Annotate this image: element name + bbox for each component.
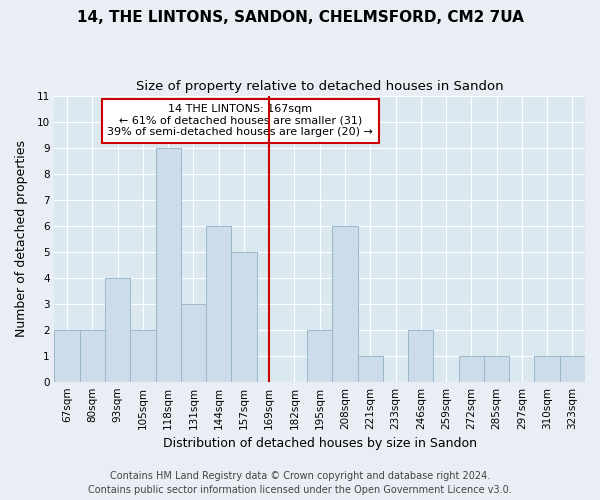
Y-axis label: Number of detached properties: Number of detached properties <box>15 140 28 337</box>
Bar <box>105 278 130 382</box>
Bar <box>560 356 585 382</box>
X-axis label: Distribution of detached houses by size in Sandon: Distribution of detached houses by size … <box>163 437 477 450</box>
Bar <box>231 252 257 382</box>
Bar <box>332 226 358 382</box>
Text: Contains HM Land Registry data © Crown copyright and database right 2024.
Contai: Contains HM Land Registry data © Crown c… <box>88 471 512 495</box>
Text: 14, THE LINTONS, SANDON, CHELMSFORD, CM2 7UA: 14, THE LINTONS, SANDON, CHELMSFORD, CM2… <box>77 10 523 25</box>
Bar <box>307 330 332 382</box>
Bar <box>55 330 80 382</box>
Bar <box>358 356 383 382</box>
Bar <box>181 304 206 382</box>
Bar <box>130 330 155 382</box>
Bar <box>80 330 105 382</box>
Text: 14 THE LINTONS: 167sqm
← 61% of detached houses are smaller (31)
39% of semi-det: 14 THE LINTONS: 167sqm ← 61% of detached… <box>107 104 373 138</box>
Bar <box>408 330 433 382</box>
Bar <box>155 148 181 382</box>
Bar <box>484 356 509 382</box>
Title: Size of property relative to detached houses in Sandon: Size of property relative to detached ho… <box>136 80 503 93</box>
Bar <box>535 356 560 382</box>
Bar <box>458 356 484 382</box>
Bar <box>206 226 231 382</box>
